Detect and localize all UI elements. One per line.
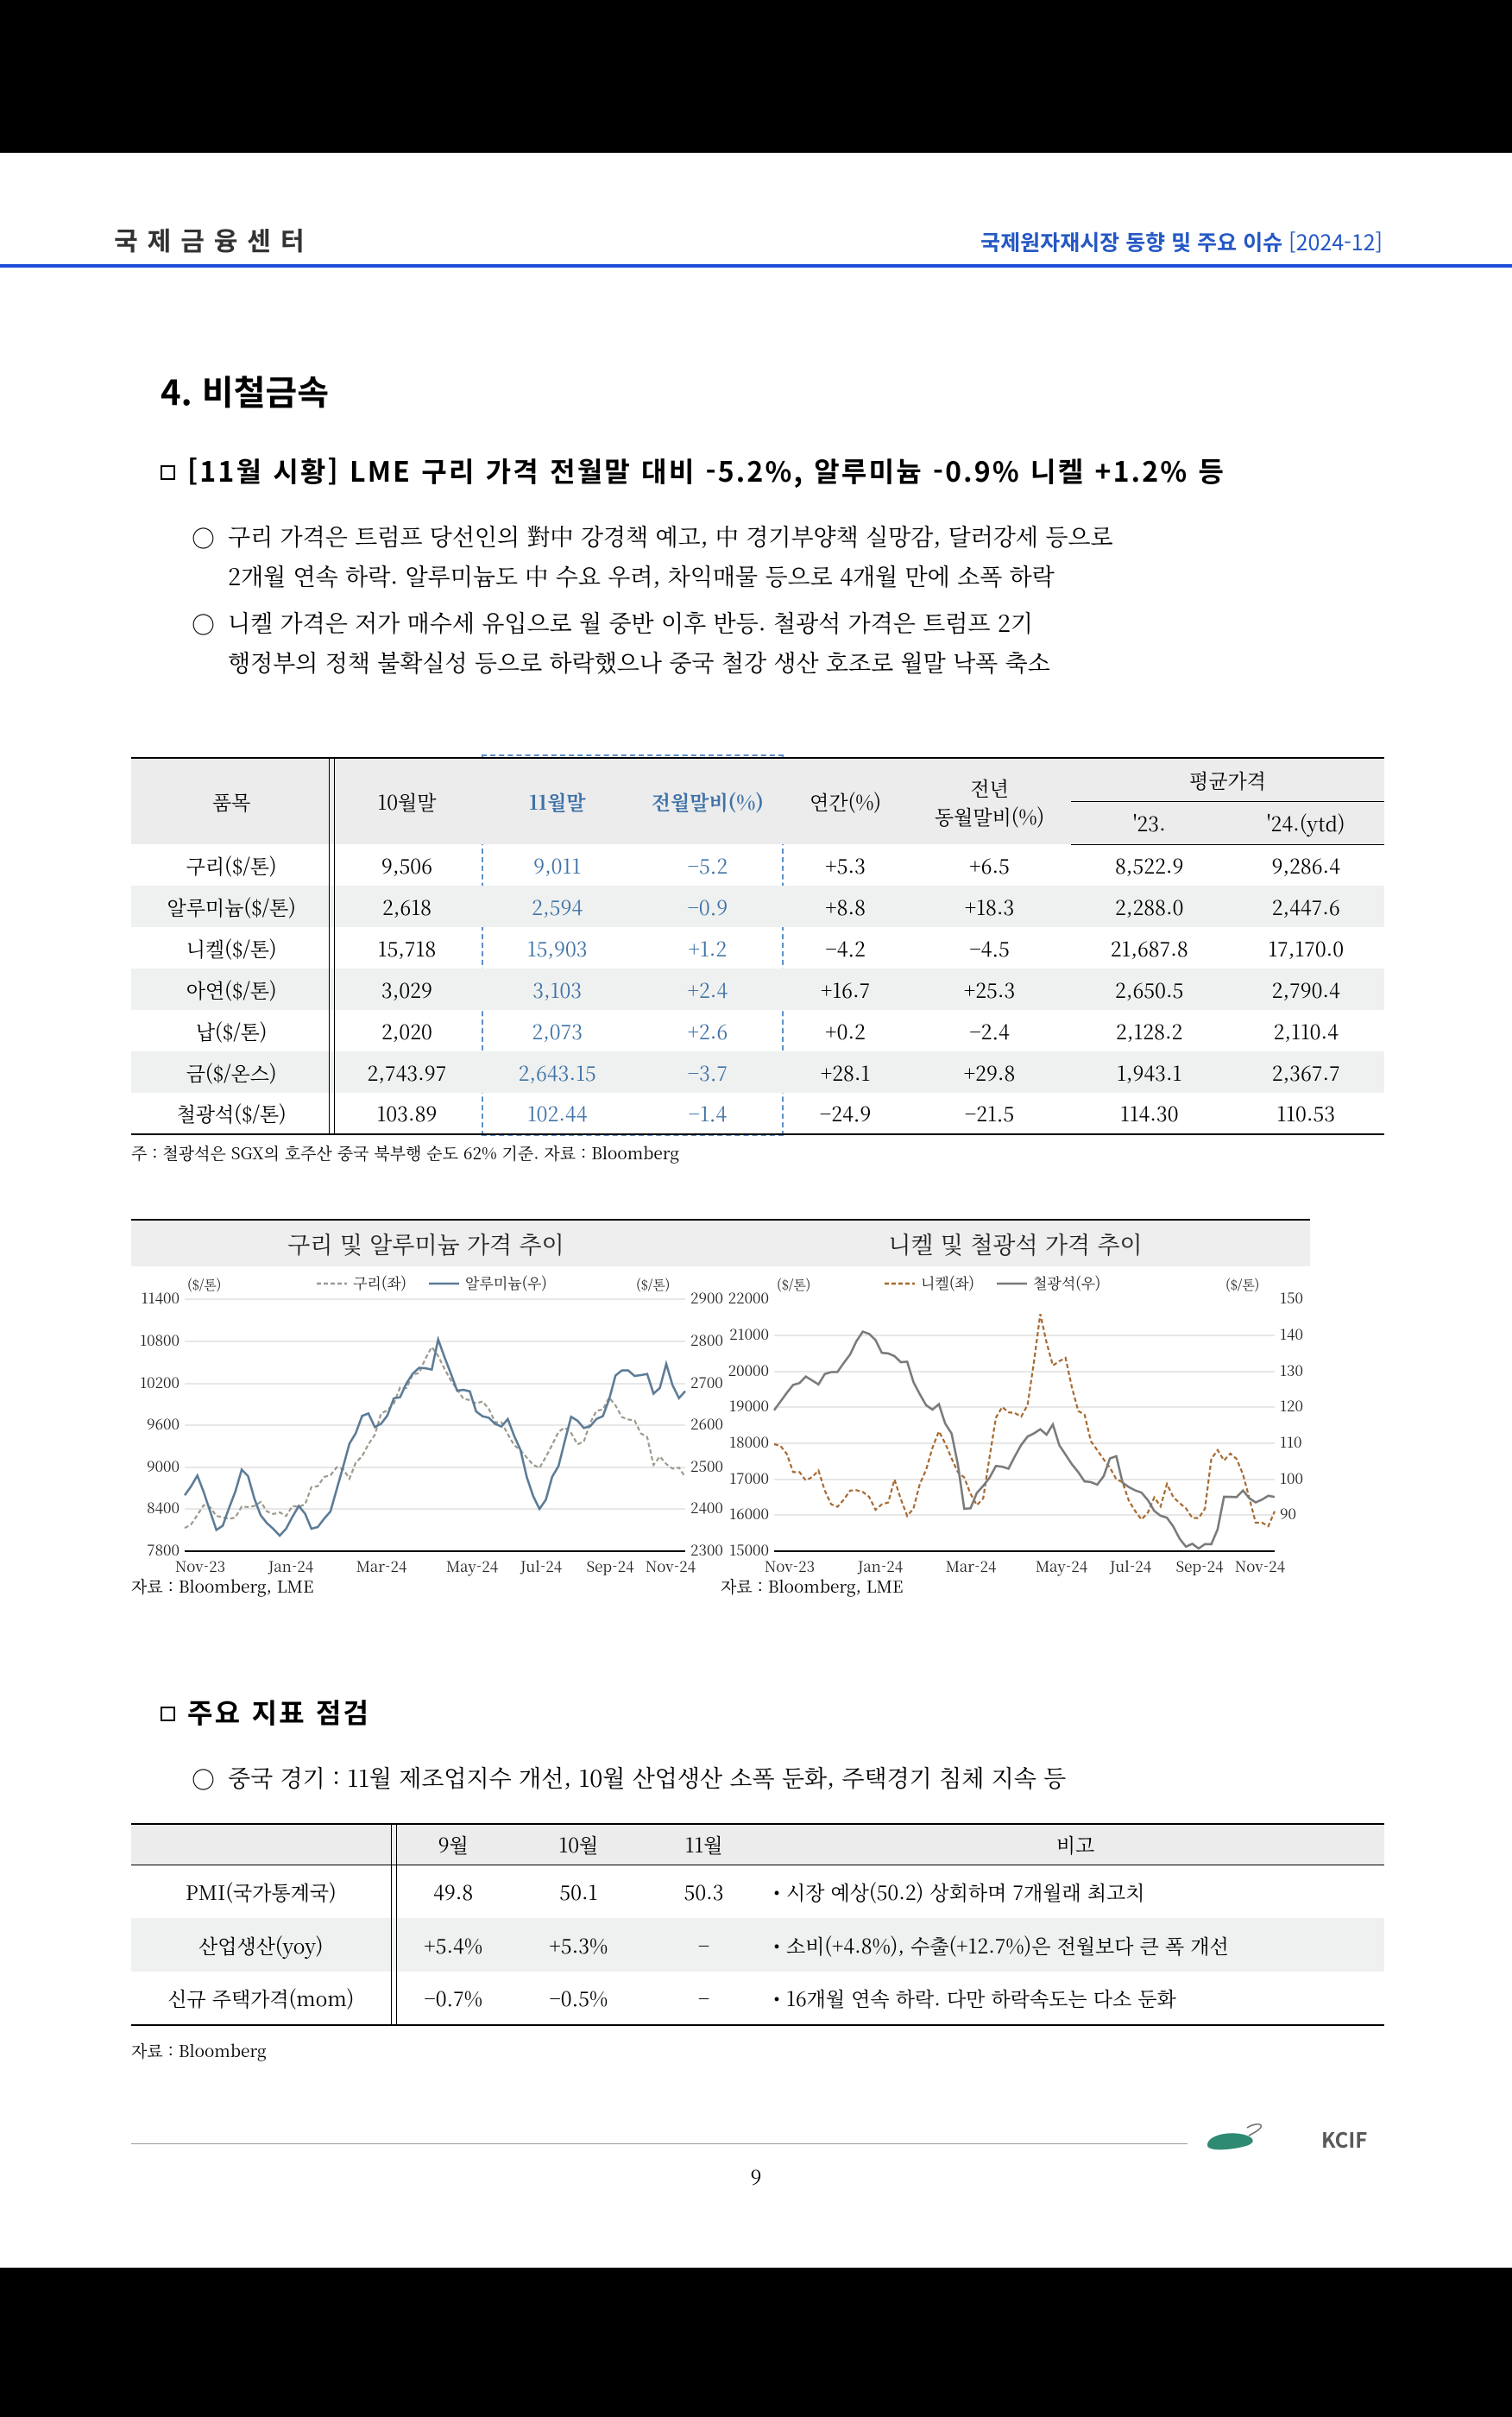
svg-text:Mar-24: Mar-24 xyxy=(356,1555,407,1576)
svg-text:니켈(좌): 니켈(좌) xyxy=(921,1272,974,1293)
svg-text:120: 120 xyxy=(1280,1394,1303,1416)
svg-text:May-24: May-24 xyxy=(1036,1555,1088,1576)
svg-text:2500: 2500 xyxy=(690,1455,723,1476)
svg-text:Mar-24: Mar-24 xyxy=(946,1555,997,1576)
svg-text:100: 100 xyxy=(1280,1467,1303,1488)
svg-text:($/톤): ($/톤) xyxy=(777,1276,810,1294)
svg-text:110: 110 xyxy=(1280,1430,1301,1452)
svg-text:140: 140 xyxy=(1280,1322,1303,1344)
svg-text:Jan-24: Jan-24 xyxy=(857,1555,904,1576)
svg-text:10800: 10800 xyxy=(140,1328,180,1350)
svg-text:9600: 9600 xyxy=(147,1412,180,1434)
svg-text:10200: 10200 xyxy=(140,1371,180,1392)
svg-text:Nov-24: Nov-24 xyxy=(1235,1555,1286,1576)
svg-text:18000: 18000 xyxy=(729,1430,769,1452)
svg-text:Sep-24: Sep-24 xyxy=(586,1555,634,1576)
svg-text:Jan-24: Jan-24 xyxy=(268,1555,314,1576)
svg-text:Nov-23: Nov-23 xyxy=(175,1555,225,1576)
svg-text:($/톤): ($/톤) xyxy=(636,1276,670,1294)
svg-text:알루미늄(우): 알루미늄(우) xyxy=(465,1272,547,1293)
svg-text:Jul-24: Jul-24 xyxy=(520,1555,563,1576)
svg-text:2800: 2800 xyxy=(690,1328,723,1350)
svg-text:90: 90 xyxy=(1280,1502,1296,1524)
svg-text:20000: 20000 xyxy=(728,1359,769,1380)
svg-text:15000: 15000 xyxy=(729,1538,769,1560)
svg-text:21000: 21000 xyxy=(729,1322,769,1344)
svg-text:($/톤): ($/톤) xyxy=(1225,1276,1259,1294)
svg-text:22000: 22000 xyxy=(728,1286,769,1308)
svg-text:9000: 9000 xyxy=(147,1455,180,1476)
svg-text:2600: 2600 xyxy=(690,1412,723,1434)
svg-text:2700: 2700 xyxy=(690,1371,723,1392)
svg-text:19000: 19000 xyxy=(729,1394,769,1416)
svg-text:Nov-23: Nov-23 xyxy=(765,1555,815,1576)
svg-text:2900: 2900 xyxy=(690,1286,723,1308)
svg-text:Jul-24: Jul-24 xyxy=(1109,1555,1152,1576)
svg-text:($/톤): ($/톤) xyxy=(187,1276,221,1294)
svg-text:Sep-24: Sep-24 xyxy=(1175,1555,1224,1576)
svg-text:11400: 11400 xyxy=(142,1286,180,1308)
svg-text:130: 130 xyxy=(1280,1359,1303,1380)
svg-text:150: 150 xyxy=(1280,1286,1303,1308)
svg-text:구리(좌): 구리(좌) xyxy=(353,1272,406,1293)
svg-text:2400: 2400 xyxy=(690,1496,723,1518)
svg-text:Nov-24: Nov-24 xyxy=(646,1555,696,1576)
svg-text:8400: 8400 xyxy=(147,1496,180,1518)
svg-text:May-24: May-24 xyxy=(446,1555,499,1576)
svg-text:철광석(우): 철광석(우) xyxy=(1033,1272,1100,1293)
svg-text:16000: 16000 xyxy=(729,1502,769,1524)
svg-text:17000: 17000 xyxy=(729,1467,769,1488)
